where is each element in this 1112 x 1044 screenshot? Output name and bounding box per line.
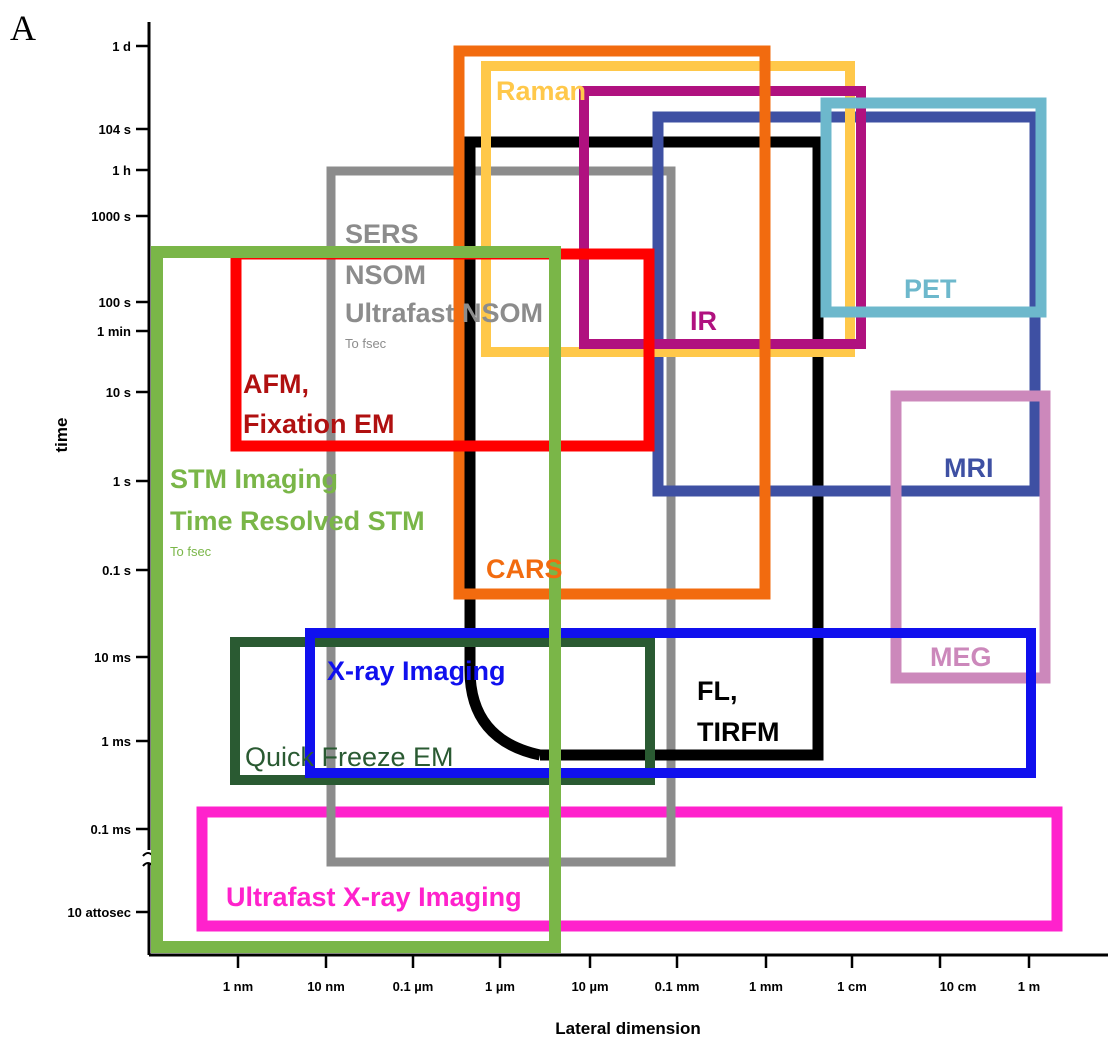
- y-tick-label: 0.1 s: [102, 563, 131, 578]
- region-labels: Raman SERS NSOM Ultrafast NSOM To fsec I…: [170, 76, 994, 912]
- label-afm: AFM,: [243, 369, 309, 399]
- x-tick-label: 0.1 µm: [393, 979, 434, 994]
- x-axis-title: Lateral dimension: [555, 1019, 700, 1038]
- x-tick-label: 10 µm: [571, 979, 608, 994]
- y-tick-label: 10 attosec: [67, 905, 131, 920]
- x-tick-label: 1 m: [1018, 979, 1040, 994]
- region-xray-imaging: [305, 628, 1036, 778]
- label-xray-imaging: X-ray Imaging: [327, 656, 506, 686]
- x-ticks: [236, 955, 1031, 968]
- x-tick-label: 10 nm: [307, 979, 345, 994]
- note-stm-fsec: To fsec: [170, 544, 212, 559]
- x-tick-labels: 1 nm 10 nm 0.1 µm 1 µm 10 µm 0.1 mm 1 mm…: [223, 979, 1040, 994]
- x-tick-label: 1 nm: [223, 979, 253, 994]
- region-ir: [579, 86, 866, 349]
- region-outlines: [151, 45, 1063, 953]
- label-fl: FL,: [697, 676, 738, 706]
- y-tick-label: 100 s: [98, 295, 131, 310]
- y-tick-label: 1 ms: [101, 734, 131, 749]
- y-tick-label: 10 s: [106, 385, 131, 400]
- label-ultrafast-xray-imaging: Ultrafast X-ray Imaging: [226, 882, 522, 912]
- label-stm-imaging: STM Imaging: [170, 464, 338, 494]
- region-raman: [481, 61, 855, 357]
- x-tick-label: 0.1 mm: [655, 979, 700, 994]
- label-nsom: NSOM: [345, 260, 426, 290]
- label-raman: Raman: [496, 76, 586, 106]
- label-pet: PET: [904, 274, 957, 304]
- label-time-resolved-stm: Time Resolved STM: [170, 506, 425, 536]
- axes: [147, 22, 1108, 957]
- y-axis-title: time: [52, 418, 71, 453]
- panel-letter: A: [10, 8, 36, 48]
- region-fl-tirfm: [464, 136, 824, 761]
- label-cars: CARS: [486, 554, 563, 584]
- region-quick-freeze: [230, 637, 655, 785]
- region-sers-nsom: [326, 166, 676, 867]
- label-ir: IR: [690, 306, 717, 336]
- x-tick-label: 1 mm: [749, 979, 783, 994]
- y-tick-label: 1 min: [97, 324, 131, 339]
- y-tick-label: 104 s: [98, 122, 131, 137]
- y-tick-label: 1 h: [112, 163, 131, 178]
- region-cars: [453, 45, 771, 600]
- y-tick-label: 0.1 ms: [91, 822, 131, 837]
- label-sers: SERS: [345, 219, 419, 249]
- x-tick-label: 10 cm: [940, 979, 977, 994]
- label-mri: MRI: [944, 453, 994, 483]
- y-tick-labels: 1 d 104 s 1 h 1000 s 100 s 1 min 10 s 1 …: [67, 39, 131, 920]
- y-tick-label: 1 d: [112, 39, 131, 54]
- region-pet: [820, 97, 1047, 318]
- region-ultrafast-xray: [196, 806, 1063, 932]
- y-tick-label: 1000 s: [91, 209, 131, 224]
- x-tick-label: 1 µm: [485, 979, 515, 994]
- y-tick-label: 1 s: [113, 474, 131, 489]
- region-meg: [890, 390, 1051, 684]
- y-ticks: [136, 44, 149, 914]
- label-fixation-em: Fixation EM: [243, 409, 395, 439]
- region-stm: [151, 246, 561, 953]
- y-tick-label: 10 ms: [94, 650, 131, 665]
- label-ultrafast-nsom: Ultrafast NSOM: [345, 298, 543, 328]
- x-tick-label: 1 cm: [837, 979, 867, 994]
- label-tirfm: TIRFM: [697, 717, 779, 747]
- note-nsom-fsec: To fsec: [345, 336, 387, 351]
- label-meg: MEG: [930, 642, 992, 672]
- label-quick-freeze-em: Quick Freeze EM: [245, 742, 454, 772]
